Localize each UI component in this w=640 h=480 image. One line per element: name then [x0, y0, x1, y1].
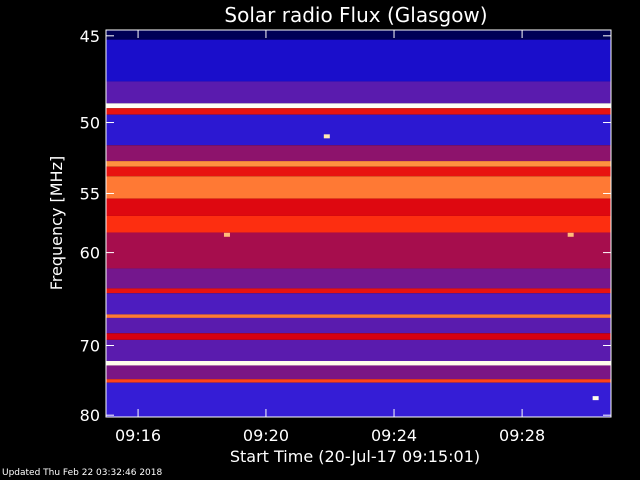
y-tick-label: 50 [80, 114, 100, 133]
y-tick-label: 80 [80, 406, 100, 425]
spectrogram-band [106, 161, 611, 167]
spectrogram-band [106, 360, 611, 366]
spectrogram-band [106, 166, 611, 177]
spectrogram-band [106, 382, 611, 417]
x-tick-label: 09:16 [115, 426, 161, 445]
spectrogram-band [106, 333, 611, 340]
x-axis: 09:16 09:20 09:24 09:28 [115, 30, 545, 445]
x-tick-label: 09:24 [371, 426, 417, 445]
spectrogram-band [106, 379, 611, 383]
spectrogram-feature [223, 232, 230, 237]
chart-title: Solar radio Flux (Glasgow) [224, 3, 487, 27]
spectrogram-feature [323, 134, 330, 139]
spectrogram-band [106, 339, 611, 361]
spectrogram-band [106, 314, 611, 318]
y-tick-label: 60 [80, 244, 100, 263]
spectrogram-band [106, 317, 611, 334]
y-axis: 45 50 55 60 70 80 [80, 27, 611, 425]
spectrogram-band [106, 39, 611, 82]
y-axis-label: Frequency [MHz] [47, 156, 66, 290]
spectrogram-band [106, 103, 611, 109]
spectrogram-band [106, 215, 611, 233]
y-tick-label: 55 [80, 184, 100, 203]
spectrogram-feature [592, 396, 599, 401]
plot-frame [105, 29, 612, 418]
spectrogram-band [106, 145, 611, 162]
spectrogram-band [106, 114, 611, 146]
spectrogram-band [106, 268, 611, 289]
updated-timestamp: Updated Thu Feb 22 03:32:46 2018 [2, 468, 163, 478]
y-tick-label: 45 [80, 27, 100, 46]
spectrogram-features [223, 134, 599, 401]
plot-area [105, 29, 612, 418]
x-tick-label: 09:20 [243, 426, 289, 445]
x-axis-label: Start Time (20-Jul-17 09:15:01) [230, 447, 480, 466]
spectrogram-band [106, 81, 611, 104]
spectrogram-band [106, 108, 611, 115]
y-tick-label: 70 [80, 336, 100, 355]
spectrogram-band [106, 232, 611, 269]
spectrogram-band [106, 293, 611, 315]
spectrogram-band [106, 30, 611, 40]
spectrogram-band [106, 176, 611, 199]
spectrogram-band [106, 198, 611, 216]
spectrogram-band [106, 365, 611, 380]
spectrogram-bands [106, 30, 611, 417]
x-tick-label: 09:28 [499, 426, 545, 445]
spectrogram-band [106, 288, 611, 294]
spectrogram-feature [567, 232, 574, 237]
